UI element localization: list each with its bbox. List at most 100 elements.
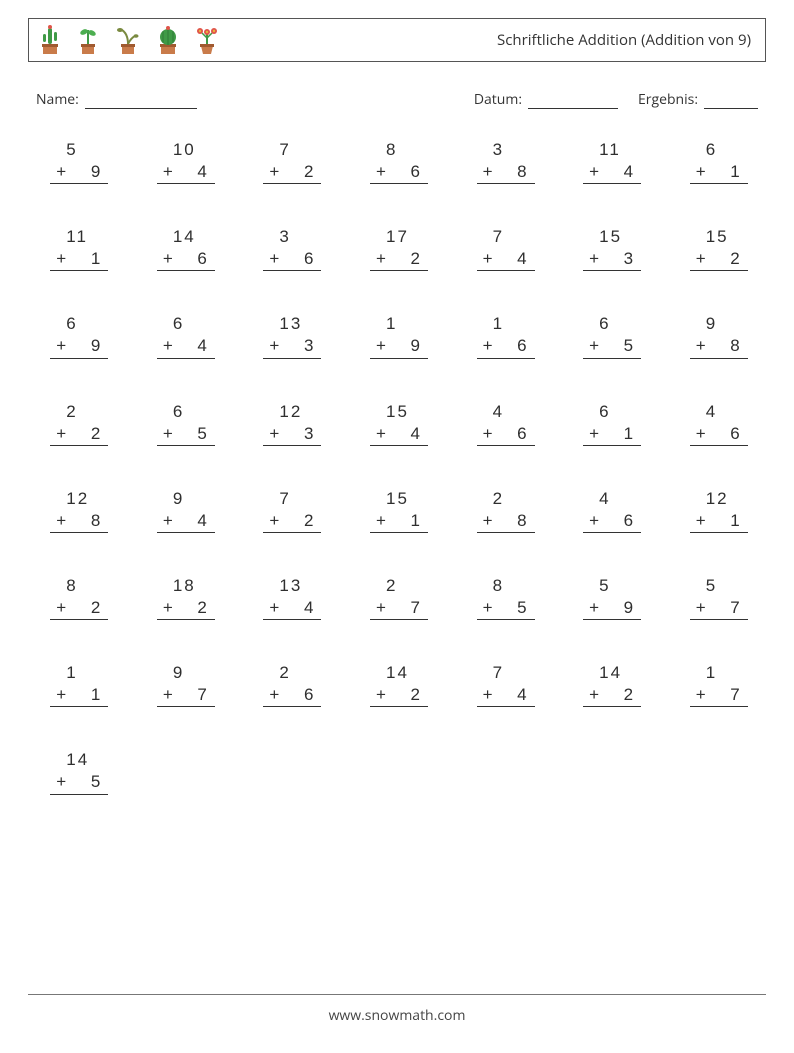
- worksheet-page: Schriftliche Addition (Addition von 9) N…: [0, 0, 794, 1053]
- addend-bottom: +1: [50, 684, 108, 707]
- addition-problem: 13+ 3: [263, 313, 321, 358]
- addend-bottom: +4: [157, 335, 215, 358]
- addition-problem: 8+6: [370, 139, 428, 184]
- addend-top: 6: [157, 401, 215, 423]
- addend-top: 2: [477, 488, 535, 510]
- addend-bottom: +7: [157, 684, 215, 707]
- result-label: Ergebnis:: [638, 90, 698, 109]
- addend-bottom: +5: [157, 423, 215, 446]
- addend-bottom: +9: [583, 597, 641, 620]
- name-label: Name:: [36, 90, 79, 109]
- addition-problem: 2+6: [263, 662, 321, 707]
- meta-right: Datum: Ergebnis:: [474, 90, 758, 109]
- addend-bottom: +6: [690, 423, 748, 446]
- addend-bottom: + 8: [50, 510, 108, 533]
- addend-bottom: + 1: [690, 510, 748, 533]
- addend-top: 12: [50, 488, 108, 510]
- addend-top: 8: [370, 139, 428, 161]
- problems-grid: 5+910+ 47+28+63+811+ 46+111+ 114+ 63+617…: [28, 139, 766, 795]
- addend-bottom: + 4: [263, 597, 321, 620]
- addend-bottom: +9: [50, 335, 108, 358]
- addend-top: 2: [370, 575, 428, 597]
- addend-top: 15: [370, 401, 428, 423]
- sprout-pot-icon: [75, 24, 101, 56]
- addend-top: 9: [690, 313, 748, 335]
- addition-problem: 6+5: [583, 313, 641, 358]
- addend-bottom: + 2: [370, 248, 428, 271]
- addend-top: 11: [583, 139, 641, 161]
- addend-bottom: +7: [690, 597, 748, 620]
- date-blank[interactable]: [528, 93, 618, 109]
- result-field: Ergebnis:: [638, 90, 758, 109]
- addition-problem: 4+6: [583, 488, 641, 533]
- addend-bottom: +8: [477, 510, 535, 533]
- flower-pot-icon: [193, 24, 221, 56]
- addition-problem: 6+4: [157, 313, 215, 358]
- addition-problem: 6+1: [690, 139, 748, 184]
- addition-problem: 5+7: [690, 575, 748, 620]
- addend-bottom: +6: [263, 684, 321, 707]
- addend-bottom: +1: [690, 161, 748, 184]
- addend-bottom: + 1: [50, 248, 108, 271]
- addend-bottom: +9: [50, 161, 108, 184]
- addend-top: 14: [583, 662, 641, 684]
- addend-top: 7: [263, 488, 321, 510]
- addend-top: 9: [157, 662, 215, 684]
- header-box: Schriftliche Addition (Addition von 9): [28, 18, 766, 62]
- addend-bottom: +9: [370, 335, 428, 358]
- wilting-plant-icon: [113, 24, 143, 56]
- addition-problem: 12+ 8: [50, 488, 108, 533]
- addition-problem: 9+7: [157, 662, 215, 707]
- addend-top: 5: [50, 139, 108, 161]
- addend-bottom: +4: [477, 684, 535, 707]
- addend-top: 4: [690, 401, 748, 423]
- addend-top: 6: [50, 313, 108, 335]
- addend-top: 4: [477, 401, 535, 423]
- addend-top: 5: [690, 575, 748, 597]
- addition-problem: 15+ 3: [583, 226, 641, 271]
- addition-problem: 17+ 2: [370, 226, 428, 271]
- addition-problem: 11+ 4: [583, 139, 641, 184]
- addition-problem: 10+ 4: [157, 139, 215, 184]
- addend-top: 1: [370, 313, 428, 335]
- footer-text: www.snowmath.com: [0, 1006, 794, 1025]
- addition-problem: 2+7: [370, 575, 428, 620]
- addend-top: 13: [263, 313, 321, 335]
- addend-bottom: + 3: [583, 248, 641, 271]
- addend-top: 4: [583, 488, 641, 510]
- addition-problem: 18+ 2: [157, 575, 215, 620]
- addition-problem: 13+ 4: [263, 575, 321, 620]
- addend-top: 14: [157, 226, 215, 248]
- addend-bottom: +6: [477, 423, 535, 446]
- addend-top: 12: [263, 401, 321, 423]
- addend-top: 11: [50, 226, 108, 248]
- addend-top: 8: [50, 575, 108, 597]
- addend-top: 6: [583, 401, 641, 423]
- addend-top: 14: [370, 662, 428, 684]
- addition-problem: 12+ 1: [690, 488, 748, 533]
- addend-top: 7: [477, 226, 535, 248]
- addition-problem: 7+2: [263, 488, 321, 533]
- addend-bottom: + 5: [50, 771, 108, 794]
- addition-problem: 14+ 5: [50, 749, 108, 794]
- addend-top: 1: [50, 662, 108, 684]
- addend-bottom: +6: [583, 510, 641, 533]
- addend-top: 10: [157, 139, 215, 161]
- addition-problem: 14+ 2: [583, 662, 641, 707]
- addition-problem: 4+6: [690, 401, 748, 446]
- addend-bottom: +6: [263, 248, 321, 271]
- meta-row: Name: Datum: Ergebnis:: [36, 90, 758, 109]
- addend-top: 8: [477, 575, 535, 597]
- addend-bottom: + 2: [370, 684, 428, 707]
- addition-problem: 3+6: [263, 226, 321, 271]
- addend-bottom: +8: [477, 161, 535, 184]
- result-blank[interactable]: [704, 93, 758, 109]
- addend-bottom: +8: [690, 335, 748, 358]
- addition-problem: 6+1: [583, 401, 641, 446]
- addend-top: 7: [263, 139, 321, 161]
- addition-problem: 1+1: [50, 662, 108, 707]
- addition-problem: 11+ 1: [50, 226, 108, 271]
- addend-top: 3: [263, 226, 321, 248]
- addend-top: 1: [477, 313, 535, 335]
- name-blank[interactable]: [85, 93, 197, 109]
